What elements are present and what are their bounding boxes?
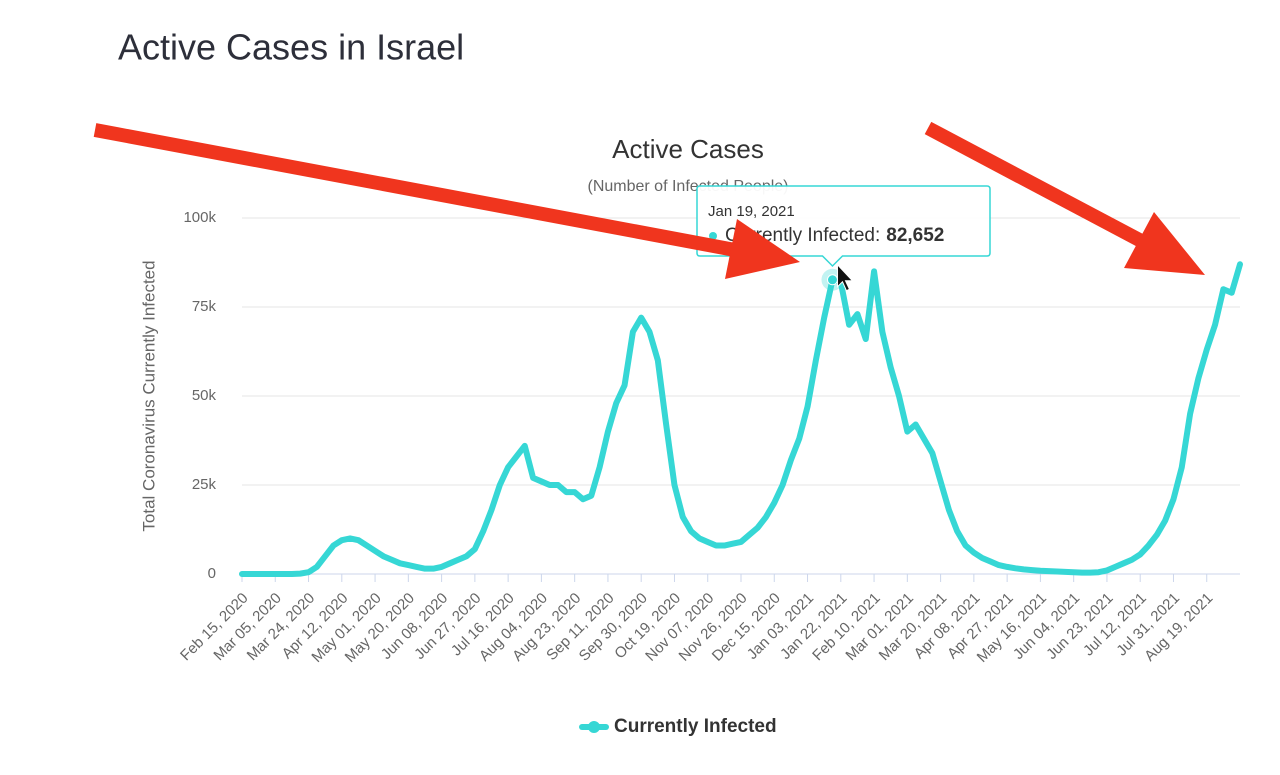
arrow-shaft [924, 121, 1149, 250]
cursor [836, 263, 854, 292]
y-tick-label: 50k [192, 387, 217, 404]
legend-marker [588, 721, 600, 733]
y-tick-label: 100k [183, 209, 216, 226]
hover-point [826, 274, 838, 286]
y-tick-label: 75k [192, 298, 217, 315]
arrow-shaft [93, 123, 737, 257]
y-tick-label: 25k [192, 476, 217, 493]
tooltip-date: Jan 19, 2021 [708, 203, 795, 220]
series-line [239, 261, 1243, 577]
legend-label: Currently Infected [614, 716, 777, 737]
tooltip-value: 82,652 [886, 225, 944, 246]
y-tick-label: 0 [208, 565, 216, 582]
y-axis-title: Total Coronavirus Currently Infected [139, 260, 158, 531]
arrow-head [725, 219, 800, 279]
chart-title: Active Cases [612, 134, 764, 164]
annotation-arrows [93, 121, 1205, 279]
arrow-head [1124, 212, 1205, 275]
page-title: Active Cases in Israel [118, 27, 464, 68]
tooltip-dot [709, 232, 717, 240]
